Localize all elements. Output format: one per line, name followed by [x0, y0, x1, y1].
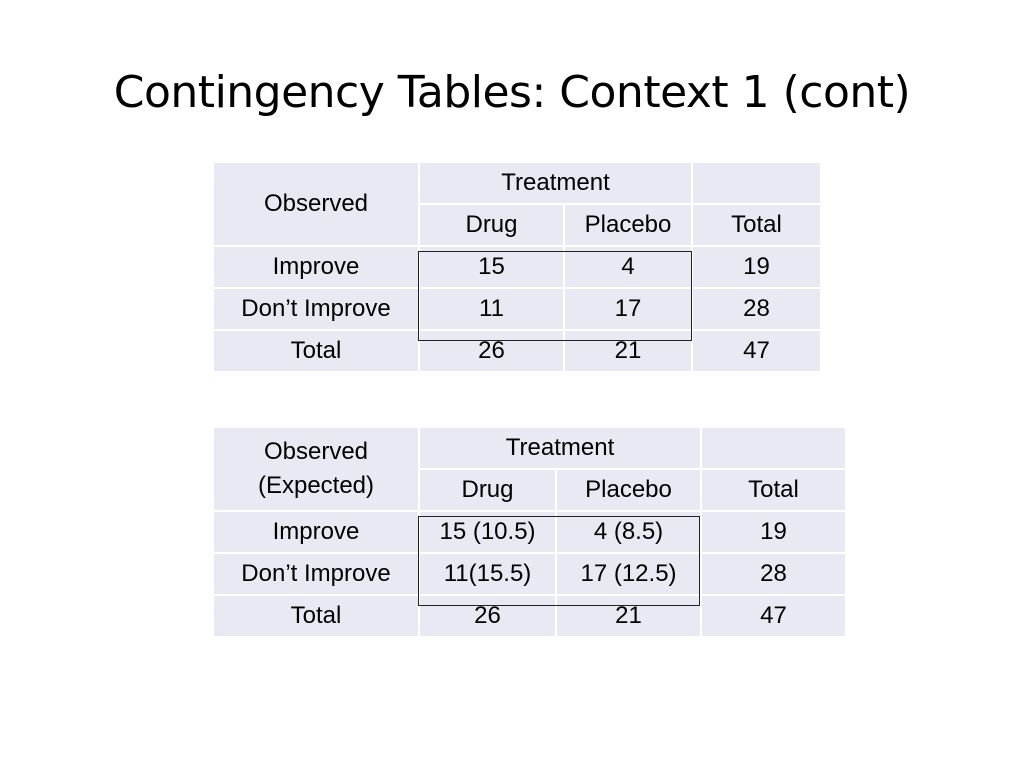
row-label: Don’t Improve [212, 552, 420, 596]
observed-expected-table: Observed (Expected) Treatment Drug Place… [212, 426, 848, 638]
col-header-placebo: Placebo [554, 468, 703, 512]
slide-title: Contingency Tables: Context 1 (cont) [113, 67, 911, 119]
observed-table: Observed Treatment Drug Placebo Total Im… [212, 161, 823, 373]
table-cell: 47 [700, 594, 848, 638]
corner-label-line2: (Expected) [257, 472, 375, 499]
table-cell: 15 (10.5) [418, 510, 557, 554]
table-cell: 19 [700, 510, 848, 554]
empty-header-cell [700, 426, 848, 470]
table-cell: 21 [554, 594, 703, 638]
table-row: Total 26 21 47 [212, 329, 823, 373]
row-label: Improve [212, 510, 420, 554]
table-corner-label: Observed (Expected) [212, 426, 420, 512]
table-header-row: Observed (Expected) Treatment [212, 426, 848, 512]
table-corner-label: Observed [212, 161, 420, 247]
table-row: Don’t Improve 11 17 28 [212, 287, 823, 331]
table-cell: 17 [562, 287, 694, 331]
table-cell: 47 [691, 329, 823, 373]
table-row: Total 26 21 47 [212, 594, 848, 638]
table-row: Improve 15 4 19 [212, 245, 823, 289]
table-header-row: Observed Treatment [212, 161, 823, 247]
table-cell: 4 (8.5) [554, 510, 703, 554]
table-row: Don’t Improve 11(15.5) 17 (12.5) 28 [212, 552, 848, 596]
table-subheader-row: Drug Placebo Total [213, 468, 848, 512]
col-header-total: Total [691, 203, 823, 247]
col-header-drug: Drug [418, 203, 565, 247]
corner-label-line1: Observed [263, 438, 369, 465]
table-cell: 26 [418, 329, 565, 373]
row-label: Improve [212, 245, 420, 289]
treatment-group-header: Treatment [417, 426, 703, 470]
table-cell: 21 [562, 329, 694, 373]
table-cell: 19 [691, 245, 823, 289]
col-header-drug: Drug [418, 468, 557, 512]
row-label: Don’t Improve [212, 287, 420, 331]
table-cell: 11(15.5) [418, 552, 557, 596]
table-cell: 26 [418, 594, 557, 638]
table-cell: 28 [691, 287, 823, 331]
treatment-group-header: Treatment [417, 161, 694, 205]
table-row: Improve 15 (10.5) 4 (8.5) 19 [212, 510, 848, 554]
col-header-total: Total [700, 468, 848, 512]
row-label: Total [212, 329, 420, 373]
table-cell: 11 [418, 287, 565, 331]
table-cell: 15 [418, 245, 565, 289]
table-cell: 4 [562, 245, 694, 289]
table-cell: 28 [700, 552, 848, 596]
table-cell: 17 (12.5) [554, 552, 703, 596]
row-label: Total [212, 594, 420, 638]
col-header-placebo: Placebo [562, 203, 694, 247]
empty-header-cell [691, 161, 823, 205]
table-subheader-row: Drug Placebo Total [213, 203, 823, 247]
